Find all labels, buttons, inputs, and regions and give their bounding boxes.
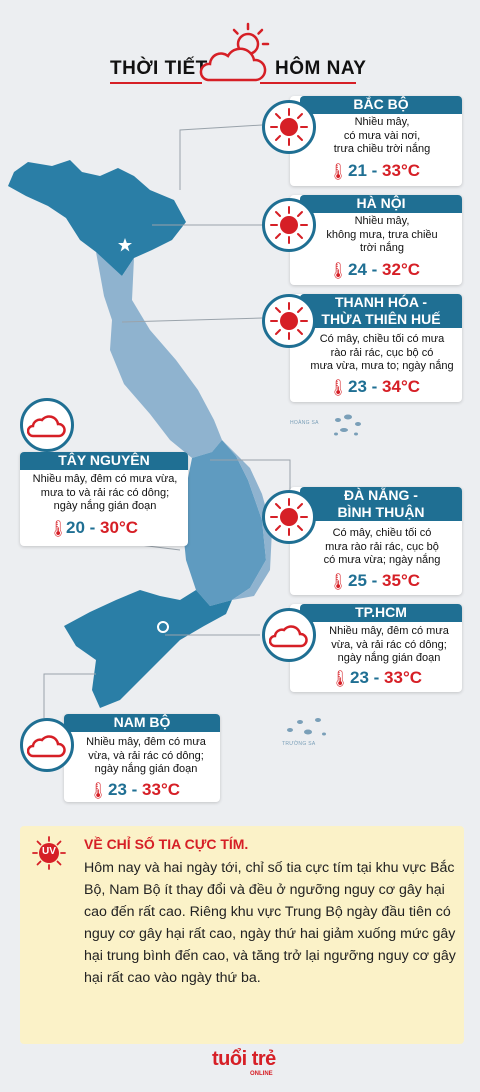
sun-icon xyxy=(262,490,316,544)
uv-badge-label: UV xyxy=(42,846,56,857)
cloud-icon xyxy=(20,718,74,772)
logo-text: tuổi trẻ xyxy=(212,1048,276,1070)
thermometer-icon: 🌡 xyxy=(328,380,349,397)
sun-icon xyxy=(262,100,316,154)
header-sun-cloud-icon xyxy=(199,22,270,82)
temperature: 21 - 33°C xyxy=(348,161,421,180)
title-underline-right xyxy=(260,82,356,84)
uv-info-box xyxy=(20,826,464,1044)
region-desc: Có mây, chiều tối có mưa rào rải rác, cục… xyxy=(323,527,441,566)
title-right: HÔM NAY xyxy=(275,58,367,79)
capital-star-icon xyxy=(118,238,132,252)
tuoi-tre-logo: tuổi trẻ ONLINE xyxy=(212,1048,282,1084)
region-name: HÀ NỘI xyxy=(300,195,462,213)
region-desc: Nhiều mây, có mưa vài nơi, trưa chiều trời… xyxy=(333,116,431,155)
hcm-marker-icon xyxy=(157,621,169,633)
region-desc: Nhiều mây, đêm có mưa vừa, và rải rác có … xyxy=(86,736,206,775)
region-desc: Có mây, chiều tối có mưa rào rải rác, cục… xyxy=(310,333,454,372)
uv-badge-icon: UV xyxy=(32,836,66,870)
region-name: TÂY NGUYÊN xyxy=(20,452,188,470)
thermometer-icon: 🌡 xyxy=(88,783,109,800)
region-name: BẮC BỘ xyxy=(300,96,462,114)
region-desc: Nhiều mây, đêm có mưa vừa, mưa to và rải … xyxy=(32,473,178,512)
thermometer-icon: 🌡 xyxy=(328,164,349,181)
uv-paragraph: Hôm nay và hai ngày tới, chỉ số tia cực … xyxy=(84,860,456,986)
sun-icon xyxy=(262,294,316,348)
temperature: 23 - 34°C xyxy=(348,377,421,396)
region-name: TP.HCM xyxy=(300,604,462,622)
cloud-icon xyxy=(262,608,316,662)
cloud-icon xyxy=(20,398,74,452)
thermometer-icon: 🌡 xyxy=(328,574,349,591)
temperature: 20 - 30°C xyxy=(66,518,139,537)
region-name: NAM BỘ xyxy=(64,714,220,732)
island-label-truong-sa: TRƯỜNG SA xyxy=(282,741,316,747)
temperature: 25 - 35°C xyxy=(348,571,421,590)
hoang-sa-islands xyxy=(334,414,361,436)
truong-sa-islands xyxy=(287,718,326,736)
thermometer-icon: 🌡 xyxy=(330,671,351,688)
thermometer-icon: 🌡 xyxy=(48,521,69,538)
island-label-hoang-sa: HOÀNG SA xyxy=(290,420,319,426)
temperature: 24 - 32°C xyxy=(348,260,421,279)
title-left: THỜI TIẾT xyxy=(110,58,208,79)
temperature: 23 - 33°C xyxy=(350,668,423,687)
uv-title: VỀ CHỈ SỐ TIA CỰC TÍM. xyxy=(84,836,249,852)
region-name: ĐÀ NẴNG - BÌNH THUẬN xyxy=(300,487,462,521)
logo-sub: ONLINE xyxy=(250,1071,273,1077)
thermometer-icon: 🌡 xyxy=(328,263,349,280)
region-desc: Nhiều mây, đêm có mưa vừa, và rải rác có … xyxy=(329,625,449,664)
sun-icon xyxy=(262,198,316,252)
region-name: THANH HÓA - THỪA THIÊN HUẾ xyxy=(300,294,462,328)
title-underline-left xyxy=(110,82,202,84)
region-desc: Nhiều mây, không mưa, trưa chiều trời nắng xyxy=(326,215,438,254)
temperature: 23 - 33°C xyxy=(108,780,181,799)
